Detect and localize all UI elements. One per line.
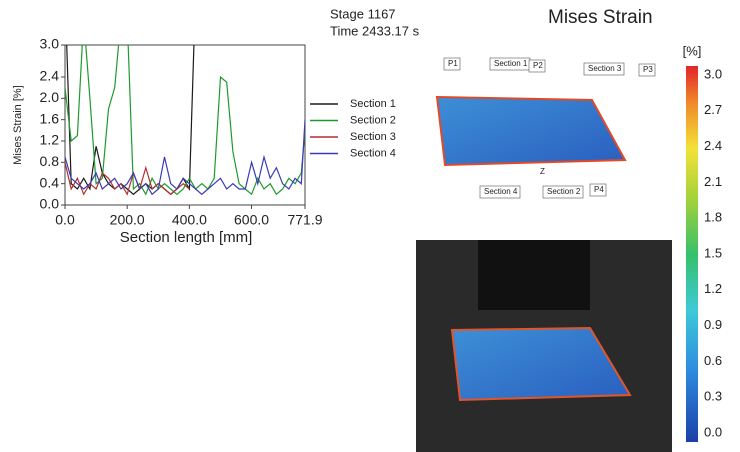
- colorbar-tick-label: 2.7: [704, 102, 722, 117]
- colorbar-tick-label: 2.1: [704, 174, 722, 189]
- specimen-label: Section 1: [494, 59, 528, 68]
- specimen-label: P2: [533, 61, 543, 70]
- photo-press: [478, 240, 590, 310]
- series-line: [65, 162, 190, 196]
- y-axis-label: Mises Strain [%]: [12, 85, 24, 164]
- label-box: [589, 183, 607, 197]
- legend-label: Section 4: [350, 147, 396, 159]
- label-box: [583, 62, 625, 76]
- label-box: [528, 59, 546, 73]
- y-tick-label: 1.2: [40, 132, 60, 148]
- colorbar-tick-label: 0.9: [704, 317, 722, 332]
- specimen-label: P3: [643, 65, 653, 74]
- legend-label: Section 1: [350, 98, 396, 110]
- y-tick-label: 0.0: [40, 196, 60, 212]
- label-box: [443, 57, 461, 71]
- photo-specimen: [450, 326, 632, 402]
- y-tick-label: 2.4: [40, 68, 60, 84]
- specimen-label: Section 3: [588, 64, 622, 73]
- stage: Stage 1167: [330, 6, 396, 21]
- specimen-label: P1: [448, 59, 458, 68]
- colorbar-tick-label: 1.8: [704, 210, 722, 225]
- specimen-label: Section 2: [547, 187, 581, 196]
- label-box: [638, 63, 656, 77]
- colorbar-tick-label: 0.6: [704, 353, 722, 368]
- colorbar-tick-label: 2.4: [704, 138, 722, 153]
- x-tick-label: 600.0: [234, 212, 269, 228]
- colorbar-tick-label: 3.0: [704, 66, 722, 81]
- colorbar-tick-label: 0.3: [704, 389, 722, 404]
- x-tick-label: 0.0: [55, 212, 75, 228]
- specimen-label: Z: [540, 167, 545, 176]
- colorbar: [686, 66, 698, 442]
- colorbar-tick-label: 1.2: [704, 281, 722, 296]
- colorbar-tick-label: 0.0: [704, 424, 722, 439]
- title: Mises Strain: [548, 7, 653, 28]
- specimen-map: [435, 95, 627, 167]
- x-tick-label: 400.0: [172, 212, 207, 228]
- y-tick-label: 0.8: [40, 153, 60, 169]
- time: Time 2433.17 s: [330, 23, 420, 38]
- series-line: [65, 45, 305, 196]
- colorbar-tick-label: 1.5: [704, 245, 722, 260]
- x-tick-label: 200.0: [110, 212, 145, 228]
- legend-label: Section 2: [350, 114, 396, 126]
- x-tick-label: 771.9: [287, 212, 322, 228]
- y-tick-label: 0.4: [40, 174, 60, 190]
- label-box: [542, 185, 584, 199]
- x-axis-label: Section length [mm]: [120, 229, 253, 246]
- plot-lines: [65, 45, 305, 196]
- colorbar-unit: [%]: [683, 43, 702, 58]
- specimen-label: Section 4: [484, 187, 518, 196]
- y-tick-label: 3.0: [40, 36, 60, 52]
- y-tick-label: 2.0: [40, 89, 60, 105]
- legend-label: Section 3: [350, 131, 396, 143]
- series-line: [65, 119, 305, 196]
- specimen-label: P4: [594, 185, 604, 194]
- y-tick-label: 1.6: [40, 110, 60, 126]
- label-box: [479, 185, 521, 199]
